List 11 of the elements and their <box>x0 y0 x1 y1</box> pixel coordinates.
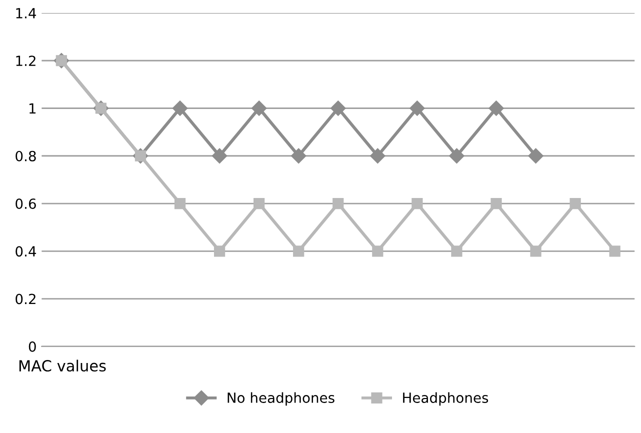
x-axis-title: MAC values <box>19 360 106 372</box>
y-tick-label: 0.4 <box>16 246 36 257</box>
y-tick-label: 0 <box>28 341 36 352</box>
y-tick-label: 1.4 <box>16 8 36 18</box>
y-tick-label: 0.8 <box>16 150 36 162</box>
y-tick-label: 1.2 <box>16 56 36 66</box>
y-tick-label: 0.6 <box>16 198 36 209</box>
legend-label: Headphones <box>403 392 488 406</box>
legend-label: No headphones <box>228 392 334 406</box>
y-tick-label: 0.2 <box>16 294 36 304</box>
y-tick-label: 1 <box>29 103 36 114</box>
